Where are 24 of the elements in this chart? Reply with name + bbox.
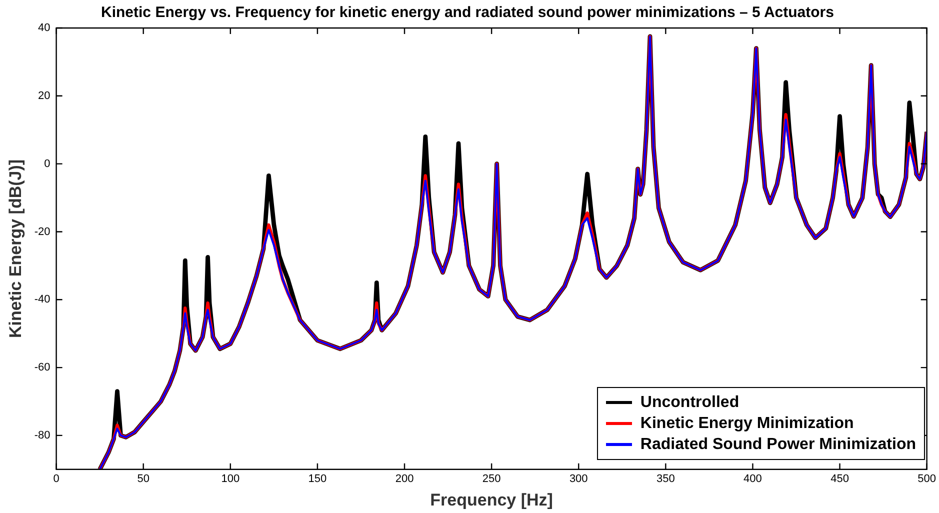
y-tick-label: -60 xyxy=(34,362,50,374)
x-tick-label: 250 xyxy=(482,473,501,486)
x-tick-label: 400 xyxy=(744,473,762,486)
x-tick-label: 150 xyxy=(308,473,327,486)
y-tick-label: 40 xyxy=(38,22,50,34)
y-tick-label: 20 xyxy=(38,90,50,102)
x-tick-label: 300 xyxy=(569,473,588,486)
legend-label: Radiated Sound Power Minimization xyxy=(640,436,916,454)
x-tick-label: 500 xyxy=(918,473,936,486)
legend-label: Uncontrolled xyxy=(640,394,740,412)
x-axis-title: Frequency [Hz] xyxy=(430,490,553,510)
y-axis-title: Kinetic Energy [dB(J)] xyxy=(6,159,25,338)
x-tick-label: 350 xyxy=(656,473,675,486)
y-tick-label: 0 xyxy=(44,158,50,170)
y-tick-label: -20 xyxy=(34,226,50,238)
x-tick-label: 450 xyxy=(830,473,849,486)
x-tick-label: 100 xyxy=(221,473,240,486)
y-tick-label: -80 xyxy=(34,429,50,442)
chart-title: Kinetic Energy vs. Frequency for kinetic energy and radiated sound power minimizations – 5 Actuators xyxy=(101,4,834,22)
legend-label: Kinetic Energy Minimization xyxy=(640,414,854,432)
y-tick-label: -40 xyxy=(34,294,50,306)
x-tick-label: 0 xyxy=(53,473,60,486)
x-tick-label: 200 xyxy=(395,473,414,486)
x-tick-label: 50 xyxy=(137,473,150,486)
